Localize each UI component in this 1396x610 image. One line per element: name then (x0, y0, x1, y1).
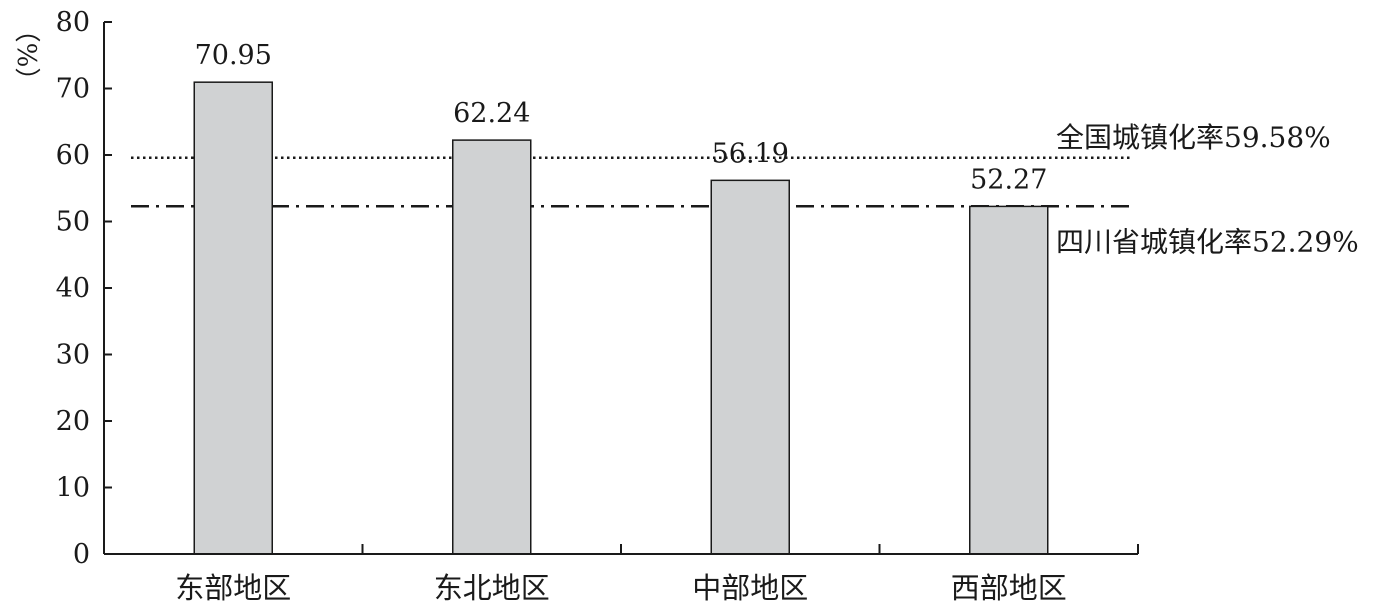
bar (710, 179, 790, 555)
y-tick-label: 0 (73, 539, 90, 570)
y-tick-label: 50 (56, 207, 90, 238)
y-tick-label: 40 (56, 273, 90, 304)
bar (193, 81, 273, 555)
reference-line-label: 四川省城镇化率52.29% (1056, 225, 1359, 258)
x-category-label: 东部地区 (175, 571, 291, 605)
reference-line-label: 全国城镇化率59.58% (1056, 121, 1331, 154)
y-tick-label: 70 (56, 74, 90, 105)
x-category-label: 东北地区 (434, 571, 550, 605)
bar-value-label: 70.95 (195, 40, 272, 71)
bar-value-label: 56.19 (712, 138, 789, 169)
y-tick-label: 60 (56, 140, 90, 171)
x-category-label: 西部地区 (951, 571, 1067, 605)
bar (969, 205, 1049, 555)
y-tick-label: 20 (56, 406, 90, 437)
x-category-label: 中部地区 (692, 571, 808, 605)
bar-value-label: 52.27 (970, 164, 1047, 195)
y-tick-label: 80 (56, 7, 90, 38)
bar-value-label: 62.24 (453, 98, 530, 129)
bar (452, 139, 532, 555)
y-tick-label: 10 (56, 473, 90, 504)
y-tick-label: 30 (56, 340, 90, 371)
y-axis-label: （%） (11, 17, 41, 94)
